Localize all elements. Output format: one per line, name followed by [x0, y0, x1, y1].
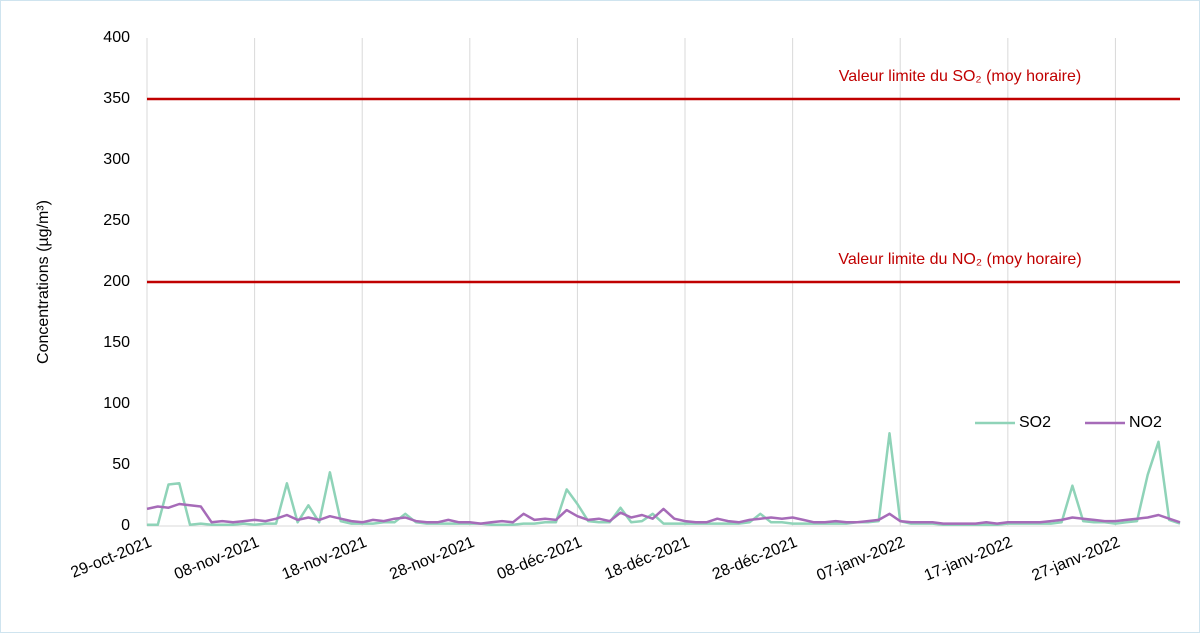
legend-label: SO2 — [1019, 414, 1051, 431]
y-tick-label: 150 — [103, 334, 130, 351]
y-tick-label: 200 — [103, 273, 130, 290]
reference-label: Valeur limite du SO₂ (moy horaire) — [839, 68, 1081, 85]
y-tick-label: 300 — [103, 151, 130, 168]
y-tick-label: 250 — [103, 212, 130, 229]
reference-label: Valeur limite du NO₂ (moy horaire) — [838, 251, 1081, 268]
series-line — [146, 502, 1181, 525]
y-tick-label: 400 — [103, 29, 130, 46]
legend-label: NO2 — [1129, 414, 1162, 431]
y-tick-label: 100 — [103, 395, 130, 412]
series-line — [147, 432, 1181, 527]
y-tick-label: 350 — [103, 90, 130, 107]
y-axis-label: Concentrations (µg/m³) — [35, 200, 52, 364]
y-tick-label: 50 — [112, 456, 130, 473]
y-tick-label: 0 — [121, 517, 130, 534]
